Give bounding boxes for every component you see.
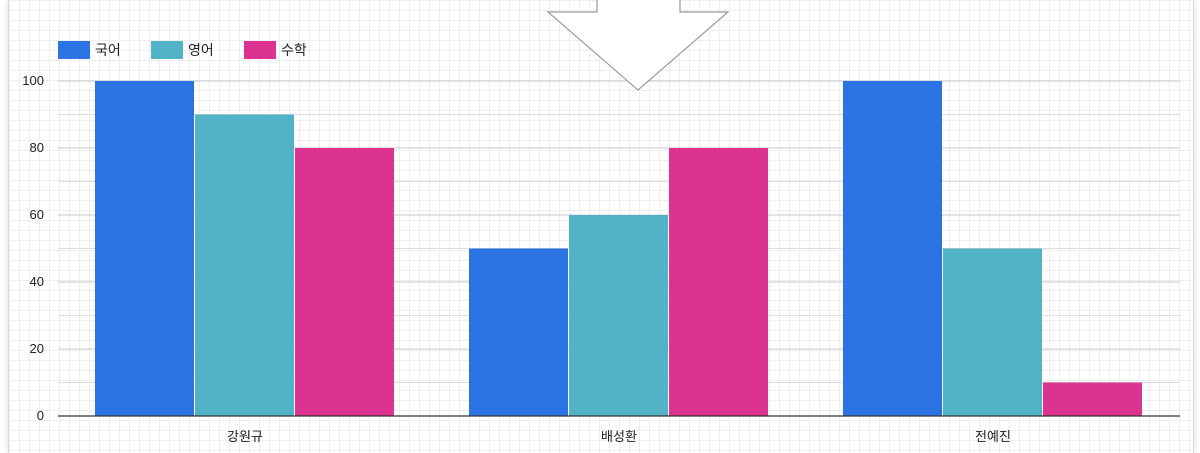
bar bbox=[195, 114, 294, 416]
legend-label: 영어 bbox=[188, 43, 214, 59]
y-tick-label: 60 bbox=[30, 207, 44, 222]
bar bbox=[95, 81, 194, 416]
overlay bbox=[546, 0, 730, 91]
bar bbox=[295, 148, 394, 416]
legend: 국어 영어 수학 bbox=[58, 41, 307, 59]
x-tick-label: 전예진 bbox=[975, 430, 1011, 445]
y-tick-label: 0 bbox=[37, 408, 44, 423]
bar bbox=[943, 248, 1042, 416]
bar bbox=[1043, 382, 1142, 416]
bars bbox=[95, 81, 1142, 416]
y-tick-label: 80 bbox=[30, 140, 44, 155]
down-arrow-icon bbox=[546, 0, 730, 91]
legend-swatch bbox=[151, 41, 183, 59]
bar bbox=[843, 81, 942, 416]
y-tick-label: 100 bbox=[22, 73, 44, 88]
bar bbox=[469, 248, 568, 416]
legend-label: 국어 bbox=[95, 43, 121, 59]
x-tick-label: 강원규 bbox=[227, 430, 263, 445]
bar bbox=[569, 215, 668, 416]
x-tick-label: 배성환 bbox=[601, 430, 637, 445]
legend-swatch bbox=[58, 41, 90, 59]
legend-label: 수학 bbox=[281, 43, 307, 59]
y-tick-label: 20 bbox=[30, 341, 44, 356]
bar bbox=[669, 148, 768, 416]
axes: 0 20 40 60 80 100 강원규 배성환 전예진 bbox=[22, 73, 1180, 445]
y-tick-label: 40 bbox=[30, 274, 44, 289]
legend-swatch bbox=[244, 41, 276, 59]
